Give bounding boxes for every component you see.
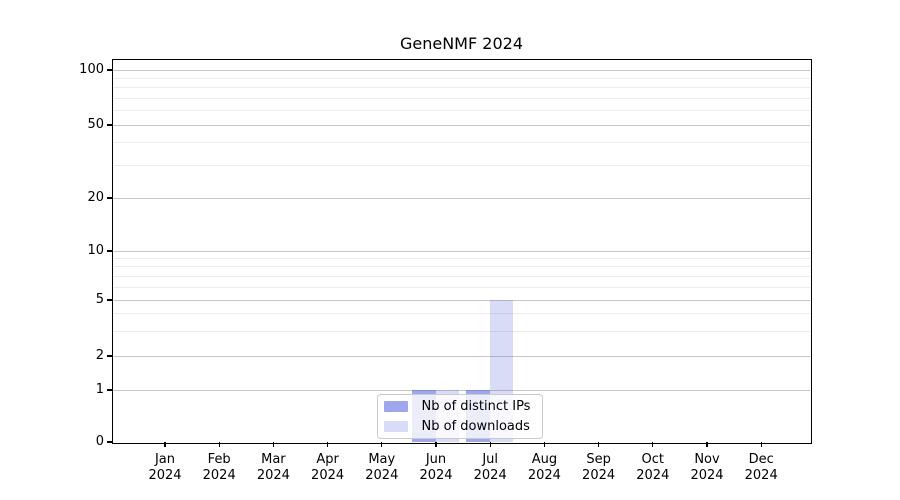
major-gridline: [112, 69, 810, 71]
legend-entry-distinct-ips: Nb of distinct IPs: [383, 398, 542, 415]
major-gridline: [112, 197, 810, 199]
legend: Nb of distinct IPs Nb of downloads: [376, 394, 543, 439]
x-tick-month: Feb: [207, 452, 231, 467]
y-tick-mark: [107, 299, 113, 301]
plot-area: Nb of distinct IPs Nb of downloads: [111, 58, 812, 444]
y-tick-label: 100: [79, 62, 104, 77]
x-tick-year: 2024: [473, 467, 507, 483]
major-gridline: [112, 355, 810, 357]
x-tick-mark: [218, 442, 220, 447]
x-tick-label: Dec 2024: [745, 452, 778, 483]
minor-gridline: [112, 313, 810, 315]
x-tick-month: Dec: [748, 452, 774, 467]
y-tick-mark: [107, 389, 113, 391]
x-tick-month: Apr: [316, 452, 339, 467]
x-tick-year: 2024: [527, 467, 561, 483]
x-tick-year: 2024: [256, 467, 290, 483]
major-gridline: [112, 299, 810, 301]
y-tick-label: 1: [95, 382, 104, 397]
x-tick-month: Nov: [694, 452, 720, 467]
minor-gridline: [112, 165, 810, 167]
x-tick-year: 2024: [311, 467, 345, 483]
major-gridline: [112, 250, 810, 252]
x-tick-month: Jun: [425, 452, 447, 467]
x-tick-mark: [489, 442, 491, 447]
y-tick-mark: [107, 355, 113, 357]
x-tick-mark: [652, 442, 654, 447]
legend-entry-downloads: Nb of downloads: [383, 418, 542, 435]
legend-swatch-downloads: [383, 421, 408, 432]
x-tick-mark: [543, 442, 546, 447]
x-tick-label: Oct 2024: [636, 452, 669, 483]
x-tick-year: 2024: [582, 467, 616, 483]
x-tick-mark: [706, 442, 708, 447]
x-tick-label: Jan 2024: [148, 452, 181, 483]
x-tick-mark: [760, 442, 762, 447]
minor-gridline: [112, 77, 810, 79]
x-tick-label: Apr 2024: [311, 452, 344, 483]
x-tick-label: Jul 2024: [474, 452, 507, 483]
chart-title: GeneNMF 2024: [399, 34, 523, 53]
x-tick-label: Jun 2024: [419, 452, 452, 483]
minor-gridline: [112, 286, 810, 288]
x-tick-year: 2024: [365, 467, 399, 483]
legend-label-downloads: Nb of downloads: [421, 419, 530, 434]
x-tick-label: Sep 2024: [582, 452, 615, 483]
minor-gridline: [112, 266, 810, 268]
x-tick-month: Jul: [482, 452, 499, 467]
minor-gridline: [112, 87, 810, 89]
x-tick-year: 2024: [148, 467, 182, 483]
x-tick-year: 2024: [744, 467, 778, 483]
x-tick-mark: [381, 442, 383, 447]
x-tick-month: Sep: [586, 452, 611, 467]
minor-gridline: [112, 97, 810, 99]
y-tick-label: 50: [87, 117, 104, 132]
x-tick-label: Mar 2024: [257, 452, 290, 483]
y-tick-label: 20: [87, 190, 104, 205]
x-tick-year: 2024: [690, 467, 724, 483]
y-tick-mark: [107, 124, 113, 126]
x-tick-mark: [597, 442, 600, 447]
x-tick-year: 2024: [636, 467, 670, 483]
major-gridline: [112, 389, 810, 391]
x-tick-mark: [272, 442, 275, 447]
x-tick-mark: [164, 442, 166, 447]
y-tick-mark: [107, 197, 113, 199]
legend-swatch-distinct-ips: [383, 401, 408, 412]
x-tick-label: May 2024: [365, 452, 398, 483]
x-tick-label: Nov 2024: [690, 452, 723, 483]
x-tick-month: Aug: [531, 452, 558, 467]
minor-gridline: [112, 275, 810, 277]
y-tick-label: 0: [95, 434, 104, 449]
y-tick-label: 2: [95, 348, 104, 363]
y-tick-mark: [107, 69, 113, 71]
x-tick-month: Oct: [641, 452, 665, 467]
y-tick-label: 5: [95, 292, 104, 307]
y-tick-mark: [107, 250, 113, 252]
x-tick-year: 2024: [419, 467, 453, 483]
x-tick-label: Aug 2024: [528, 452, 561, 483]
x-tick-mark: [326, 442, 329, 447]
minor-gridline: [112, 110, 810, 112]
x-tick-month: May: [368, 452, 396, 467]
minor-gridline: [112, 257, 810, 259]
x-tick-month: Jan: [154, 452, 176, 467]
y-tick-label: 10: [87, 243, 104, 258]
y-tick-mark: [107, 441, 113, 443]
major-gridline: [112, 124, 810, 126]
x-tick-label: Feb 2024: [203, 452, 236, 483]
minor-gridline: [112, 330, 810, 332]
x-tick-month: Mar: [261, 452, 286, 467]
x-tick-mark: [435, 442, 437, 447]
legend-label-distinct-ips: Nb of distinct IPs: [421, 399, 531, 414]
minor-gridline: [112, 142, 810, 144]
x-tick-year: 2024: [202, 467, 236, 483]
